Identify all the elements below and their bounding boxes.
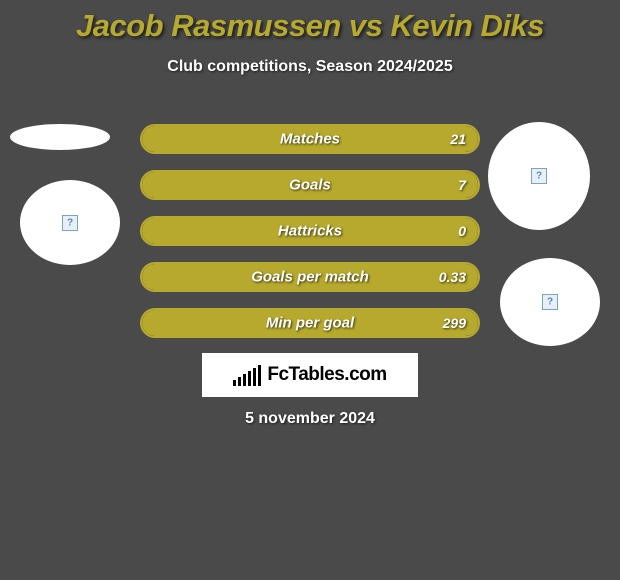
left-player-avatar xyxy=(20,180,120,265)
right-player-avatar-1 xyxy=(488,122,590,230)
image-placeholder-icon xyxy=(62,215,78,231)
stat-label: Goals per match xyxy=(251,269,369,286)
fctables-badge: FcTables.com xyxy=(202,353,418,397)
date-label: 5 november 2024 xyxy=(0,410,620,428)
stat-label: Min per goal xyxy=(266,315,354,332)
stat-label: Matches xyxy=(280,131,340,148)
stats-container: Matches 21 Goals 7 Hattricks 0 Goals per… xyxy=(140,124,480,354)
image-placeholder-icon xyxy=(542,294,558,310)
image-placeholder-icon xyxy=(531,168,547,184)
stat-bar-goals: Goals 7 xyxy=(140,170,480,200)
fctables-bars-icon xyxy=(233,364,261,386)
left-ellipse-shape xyxy=(10,124,110,150)
stat-bar-min-per-goal: Min per goal 299 xyxy=(140,308,480,338)
stat-label: Goals xyxy=(289,177,331,194)
fctables-label: FcTables.com xyxy=(267,364,386,386)
stat-label: Hattricks xyxy=(278,223,342,240)
right-player-avatar-2 xyxy=(500,258,600,346)
stat-value: 0.33 xyxy=(439,269,466,285)
stat-bar-matches: Matches 21 xyxy=(140,124,480,154)
stat-value: 21 xyxy=(450,131,466,147)
stat-bar-hattricks: Hattricks 0 xyxy=(140,216,480,246)
stat-bar-goals-per-match: Goals per match 0.33 xyxy=(140,262,480,292)
stat-value: 7 xyxy=(458,177,466,193)
stat-value: 0 xyxy=(458,223,466,239)
page-title: Jacob Rasmussen vs Kevin Diks xyxy=(0,0,620,44)
stat-value: 299 xyxy=(443,315,466,331)
subtitle: Club competitions, Season 2024/2025 xyxy=(0,58,620,76)
